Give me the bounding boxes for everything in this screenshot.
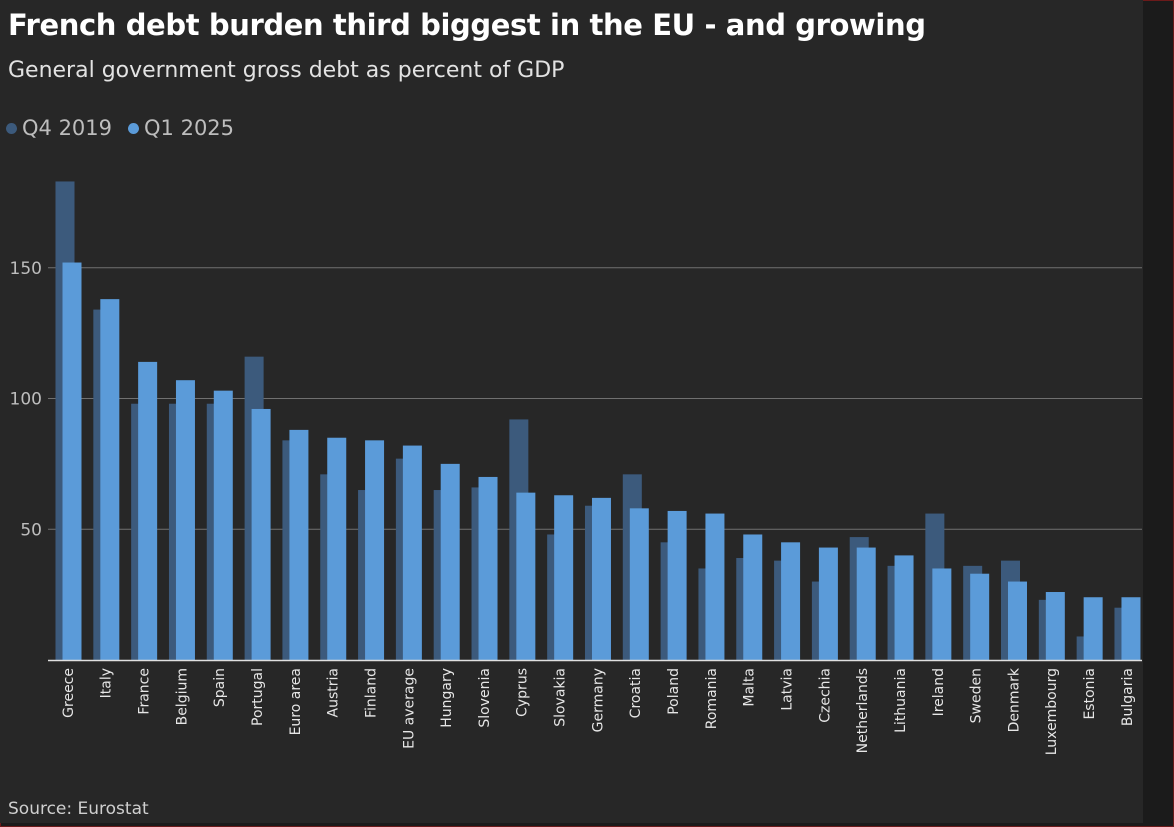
bar-q1-2025-malta (743, 534, 763, 660)
x-tick-label-finland: Finland (363, 668, 379, 718)
bar-q1-2025-estonia (1083, 597, 1103, 660)
bar-q1-2025-finland (365, 440, 385, 660)
legend-label-q1-2025: Q1 2025 (144, 116, 235, 140)
bar-q1-2025-bulgaria (1121, 597, 1141, 660)
x-tick-label-estonia: Estonia (1082, 668, 1098, 720)
bar-q1-2025-portugal (251, 408, 271, 660)
x-tick-label-france: France (137, 668, 153, 715)
chart-subtitle: General government gross debt as percent… (8, 58, 565, 83)
x-tick-label-bulgaria: Bulgaria (1120, 668, 1136, 726)
x-tick-label-euro-area: Euro area (288, 668, 304, 735)
x-tick-label-malta: Malta (742, 668, 758, 707)
bar-q1-2025-austria (327, 437, 347, 660)
bar-q1-2025-poland (667, 510, 687, 660)
bar-q1-2025-slovakia (554, 495, 574, 660)
bar-q1-2025-germany (591, 497, 611, 660)
x-tick-label-slovakia: Slovakia (553, 668, 569, 727)
x-tick-label-greece: Greece (61, 668, 77, 718)
bar-q1-2025-hungary (440, 463, 460, 660)
x-tick-label-eu-average: EU average (401, 668, 417, 749)
bar-q1-2025-ireland (932, 568, 952, 660)
x-tick-label-portugal: Portugal (250, 668, 266, 726)
bar-q1-2025-france (138, 361, 158, 660)
bar-q1-2025-latvia (781, 542, 801, 660)
bar-q1-2025-belgium (175, 380, 195, 660)
x-tick-label-ireland: Ireland (931, 668, 947, 716)
bar-q1-2025-luxembourg (1045, 592, 1065, 660)
x-tick-label-belgium: Belgium (174, 668, 190, 725)
bar-q1-2025-lithuania (894, 555, 914, 660)
bar-q1-2025-czechia (818, 547, 838, 660)
x-tick-label-italy: Italy (99, 668, 115, 698)
bar-q1-2025-eu-average (402, 445, 422, 660)
x-tick-label-hungary: Hungary (439, 668, 455, 728)
y-tick-label-150: 150 (10, 259, 42, 279)
x-tick-label-germany: Germany (590, 668, 606, 732)
x-tick-label-austria: Austria (326, 668, 342, 717)
x-tick-label-croatia: Croatia (628, 668, 644, 718)
bar-q1-2025-cyprus (516, 492, 536, 660)
legend: Q4 2019 Q1 2025 (6, 116, 250, 140)
bar-q1-2025-netherlands (856, 547, 876, 660)
x-tick-label-netherlands: Netherlands (855, 668, 871, 753)
legend-item-q4-2019: Q4 2019 (6, 116, 112, 140)
x-tick-label-romania: Romania (704, 668, 720, 729)
x-tick-label-slovenia: Slovenia (477, 668, 493, 728)
x-tick-label-denmark: Denmark (1006, 667, 1022, 732)
bar-q1-2025-denmark (1008, 581, 1027, 660)
y-tick-label-50: 50 (20, 520, 42, 540)
x-tick-label-cyprus: Cyprus (515, 668, 531, 717)
x-tick-label-lithuania: Lithuania (893, 668, 909, 733)
x-tick-label-spain: Spain (212, 668, 228, 707)
legend-item-q1-2025: Q1 2025 (128, 116, 234, 140)
bar-q1-2025-euro-area (289, 429, 309, 660)
bar-q1-2025-greece (62, 262, 82, 660)
bar-q1-2025-spain (213, 390, 233, 660)
chart-title: French debt burden third biggest in the … (8, 8, 926, 42)
bar-q1-2025-romania (705, 513, 725, 660)
legend-label-q4-2019: Q4 2019 (22, 116, 113, 140)
bar-q1-2025-sweden (970, 573, 990, 660)
bar-q1-2025-croatia (629, 508, 649, 660)
x-tick-label-czechia: Czechia (817, 668, 833, 723)
x-tick-label-luxembourg: Luxembourg (1044, 668, 1060, 755)
x-tick-label-poland: Poland (666, 668, 682, 715)
source-note: Source: Eurostat (8, 799, 149, 819)
bar-q1-2025-slovenia (478, 476, 498, 660)
bar-q1-2025-italy (100, 299, 120, 660)
x-tick-label-sweden: Sweden (969, 668, 985, 723)
x-tick-label-latvia: Latvia (779, 668, 795, 711)
legend-swatch-q4-2019 (6, 122, 17, 134)
y-tick-label-100: 100 (10, 390, 42, 410)
legend-swatch-q1-2025 (128, 122, 140, 134)
